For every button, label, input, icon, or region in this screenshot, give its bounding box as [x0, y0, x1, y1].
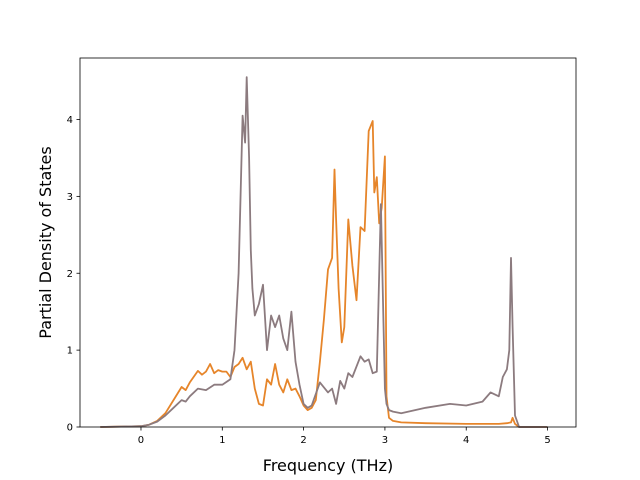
x-tick-label: 3 — [382, 435, 388, 446]
x-tick-label: 0 — [138, 435, 144, 446]
series-line-2 — [100, 76, 548, 428]
plot-area — [100, 76, 548, 428]
x-tick-label: 4 — [463, 435, 469, 446]
axes-frame — [79, 57, 577, 428]
y-tick-label: 3 — [67, 192, 73, 203]
y-tick-label: 4 — [67, 115, 73, 126]
y-axis: 0 1 2 3 4 — [67, 115, 80, 434]
y-tick-label: 2 — [67, 269, 73, 280]
series-line-1 — [100, 120, 548, 428]
x-tick-label: 1 — [219, 435, 225, 446]
x-axis: 0 1 2 3 4 5 — [138, 427, 551, 446]
x-axis-label: Frequency (THz) — [263, 456, 393, 475]
y-axis-label: Partial Density of States — [36, 146, 55, 338]
y-tick-label: 0 — [67, 423, 73, 434]
x-tick-label: 5 — [544, 435, 550, 446]
y-tick-label: 1 — [67, 346, 73, 357]
x-tick-label: 2 — [300, 435, 306, 446]
